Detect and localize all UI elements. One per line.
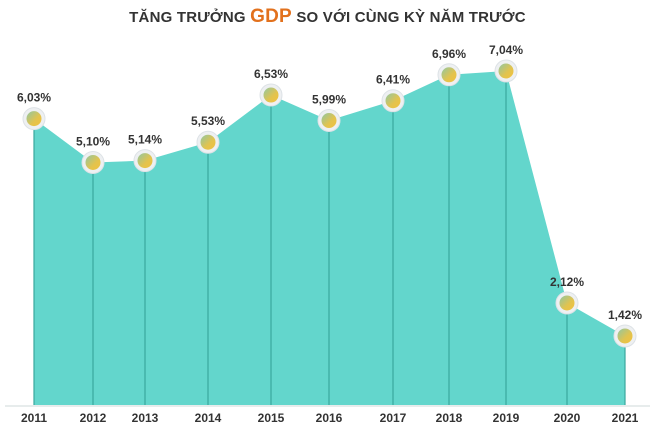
data-label: 6,03% [17, 91, 51, 105]
title-part-1: TĂNG TRƯỞNG [129, 9, 246, 26]
x-tick-label: 2018 [436, 411, 463, 425]
data-point [441, 67, 457, 83]
data-point [559, 295, 575, 311]
data-point [321, 113, 337, 129]
data-point [200, 134, 216, 150]
data-label: 6,53% [254, 67, 288, 81]
data-label: 5,53% [191, 114, 225, 128]
x-tick-label: 2012 [80, 411, 107, 425]
x-tick-label: 2017 [380, 411, 407, 425]
data-label: 5,10% [76, 134, 110, 148]
x-tick-label: 2013 [132, 411, 159, 425]
data-point [498, 63, 514, 79]
x-tick-label: 2019 [493, 411, 520, 425]
x-tick-label: 2015 [258, 411, 285, 425]
title-accent: GDP [250, 6, 292, 27]
x-tick-label: 2020 [554, 411, 581, 425]
data-label: 6,96% [432, 47, 466, 61]
data-label: 7,04% [489, 43, 523, 57]
data-point [26, 111, 42, 127]
data-point [617, 328, 633, 344]
data-label: 6,41% [376, 73, 410, 87]
x-tick-label: 2011 [21, 411, 47, 425]
data-point [137, 153, 153, 169]
x-tick-label: 2016 [316, 411, 343, 425]
chart-title: TĂNG TRƯỞNG GDP SO VỚI CÙNG KỲ NĂM TRƯỚC [0, 6, 655, 28]
data-point [385, 93, 401, 109]
data-point [263, 87, 279, 103]
data-point [85, 154, 101, 170]
data-label: 5,99% [312, 93, 346, 107]
data-label: 2,12% [550, 275, 584, 289]
data-label: 1,42% [608, 308, 642, 322]
x-tick-label: 2014 [195, 411, 222, 425]
title-part-2: SO VỚI CÙNG KỲ NĂM TRƯỚC [296, 9, 526, 26]
x-tick-label: 2021 [612, 411, 639, 425]
data-label: 5,14% [128, 133, 162, 147]
